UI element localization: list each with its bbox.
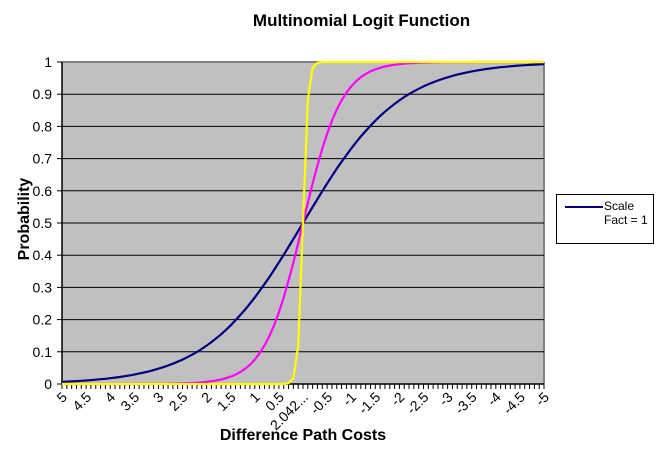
y-tick-label: 0.2	[33, 312, 53, 328]
legend: Scale Fact = 1	[556, 194, 654, 244]
x-tick-label: -3.5	[451, 389, 480, 418]
x-tick-label: 3.5	[117, 389, 142, 414]
series-line-2	[62, 60, 544, 386]
y-tick-labels: 0 0.1 0.2 0.3 0.4 0.5 0.6 0.7 0.8 0.9 1	[33, 54, 53, 392]
chart-title: Multinomial Logit Function	[252, 11, 471, 30]
data-series	[61, 60, 545, 386]
x-tick-label: 3	[150, 389, 167, 406]
x-tick-label: 1	[246, 389, 263, 406]
x-tick-label: 4.5	[69, 389, 94, 414]
legend-label-line2: Fact = 1	[604, 213, 648, 227]
y-tick-label: 0	[44, 376, 52, 392]
x-tick-label: -1.5	[355, 389, 384, 418]
y-tick-label: 0.8	[33, 118, 53, 134]
y-tick-label: 0.1	[33, 344, 53, 360]
x-tick-label: 4	[101, 389, 118, 406]
y-axis-label: Probability	[16, 177, 33, 261]
y-tick-label: 0.6	[33, 183, 53, 199]
x-axis-label: Difference Path Costs	[219, 427, 387, 444]
x-tick-label: -5	[532, 389, 552, 409]
legend-swatch-navy	[565, 206, 603, 208]
y-tick-label: 0.9	[33, 86, 53, 102]
x-tick-label: 5	[53, 389, 70, 406]
x-tick-label: -4.5	[500, 389, 529, 418]
y-tick-label: 0.3	[33, 279, 53, 295]
x-tick-label: 2	[198, 389, 215, 406]
y-tick-label: 0.4	[33, 247, 53, 263]
legend-label: Scale Fact = 1	[604, 199, 648, 227]
axes	[61, 62, 545, 389]
y-tick-label: 0.7	[33, 151, 53, 167]
gridlines	[57, 61, 544, 385]
y-tick-label: 0.5	[33, 215, 53, 231]
x-tick-label: 1.5	[214, 389, 239, 414]
y-tick-label: 1	[44, 54, 52, 70]
x-tick-label: 2.5	[166, 389, 191, 414]
x-tick-label: -2.5	[403, 389, 432, 418]
x-tick-label: -0.5	[307, 389, 336, 418]
legend-label-line1: Scale	[604, 199, 635, 213]
